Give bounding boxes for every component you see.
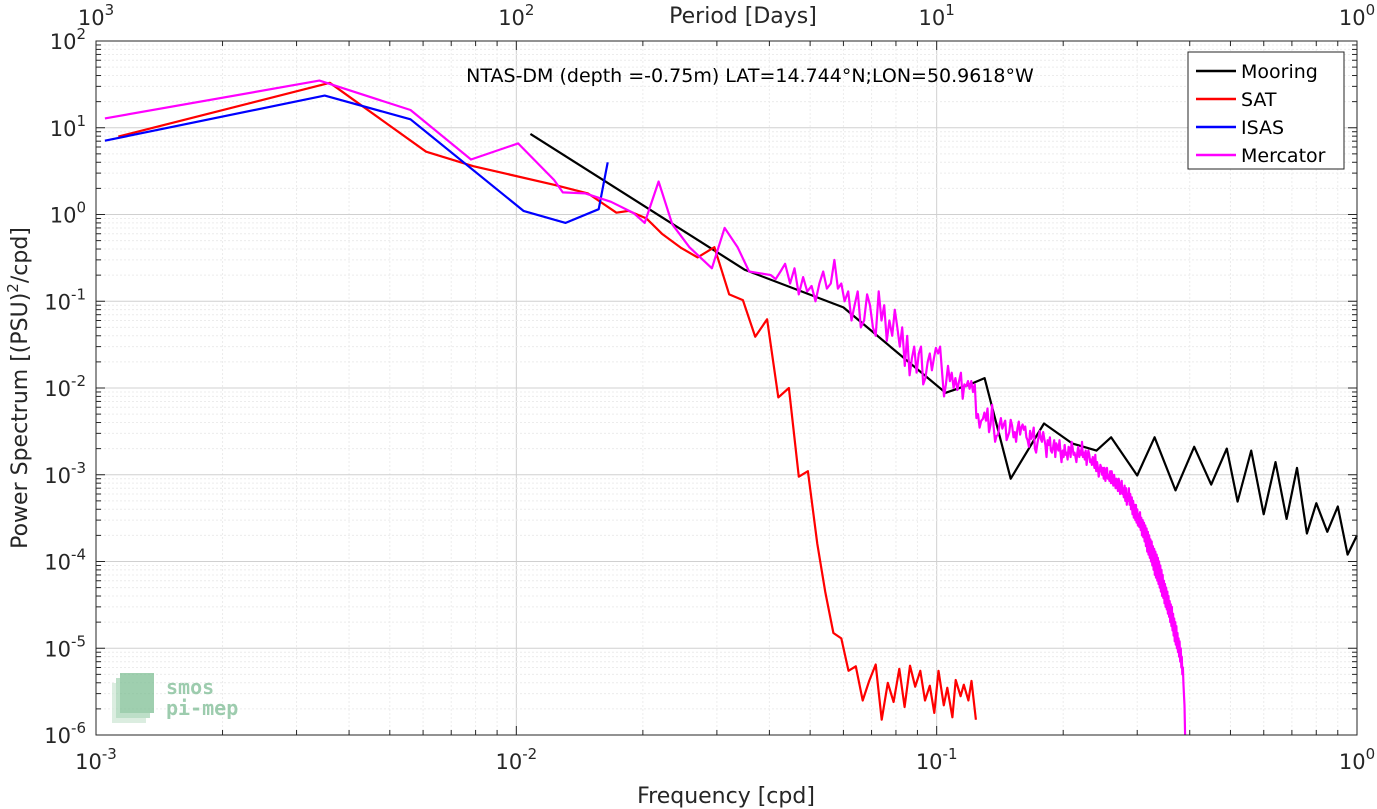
smos-pi-mep-logo: smos pi-mep: [112, 673, 238, 723]
top-x-tick-label: 102: [498, 1, 534, 30]
legend-label-mercator: Mercator: [1241, 145, 1326, 167]
logo-text-pi-mep: pi-mep: [166, 696, 238, 720]
y-tick-label: 100: [50, 199, 86, 228]
x-tick-label: 10-2: [495, 745, 537, 774]
y-tick-label: 101: [50, 112, 86, 141]
y-tick-label: 10-3: [44, 459, 86, 488]
series-line-sat: [118, 81, 977, 721]
tick-marks: [95, 41, 1357, 736]
x-tick-label: 10-3: [75, 745, 117, 774]
y-tick-label: 10-1: [44, 285, 86, 314]
top-axis-label: Period [Days]: [669, 4, 817, 29]
legend-label-isas: ISAS: [1241, 117, 1284, 139]
y-tick-label: 10-5: [44, 632, 86, 661]
top-x-tick-label: 103: [78, 1, 114, 30]
series-line-mercator: [104, 79, 1187, 736]
legend-label-sat: SAT: [1241, 89, 1277, 111]
chart-title: NTAS-DM (depth =-0.75m) LAT=14.744°N;LON…: [466, 65, 1034, 87]
series-layer: [104, 79, 1358, 736]
y-tick-label: 10-2: [44, 372, 86, 401]
logo-text-smos: smos: [166, 675, 214, 699]
top-x-tick-label: 101: [919, 1, 955, 30]
grid: [95, 41, 1357, 736]
x-axis-label: Frequency [cpd]: [637, 784, 815, 809]
x-tick-label: 10-1: [916, 745, 958, 774]
y-tick-label: 10-6: [44, 719, 86, 748]
y-tick-label: 102: [50, 25, 86, 54]
y-axis-label: Power Spectrum [(PSU)2/cpd]: [4, 227, 33, 549]
series-line-mooring: [529, 132, 1358, 556]
top-x-tick-label: 100: [1339, 1, 1375, 30]
series-line-isas: [104, 94, 609, 224]
y-tick-label: 10-4: [44, 546, 86, 575]
legend: Mooring SAT ISAS Mercator: [1187, 51, 1345, 170]
x-tick-label: 100: [1339, 745, 1375, 774]
legend-label-mooring: Mooring: [1241, 61, 1318, 83]
